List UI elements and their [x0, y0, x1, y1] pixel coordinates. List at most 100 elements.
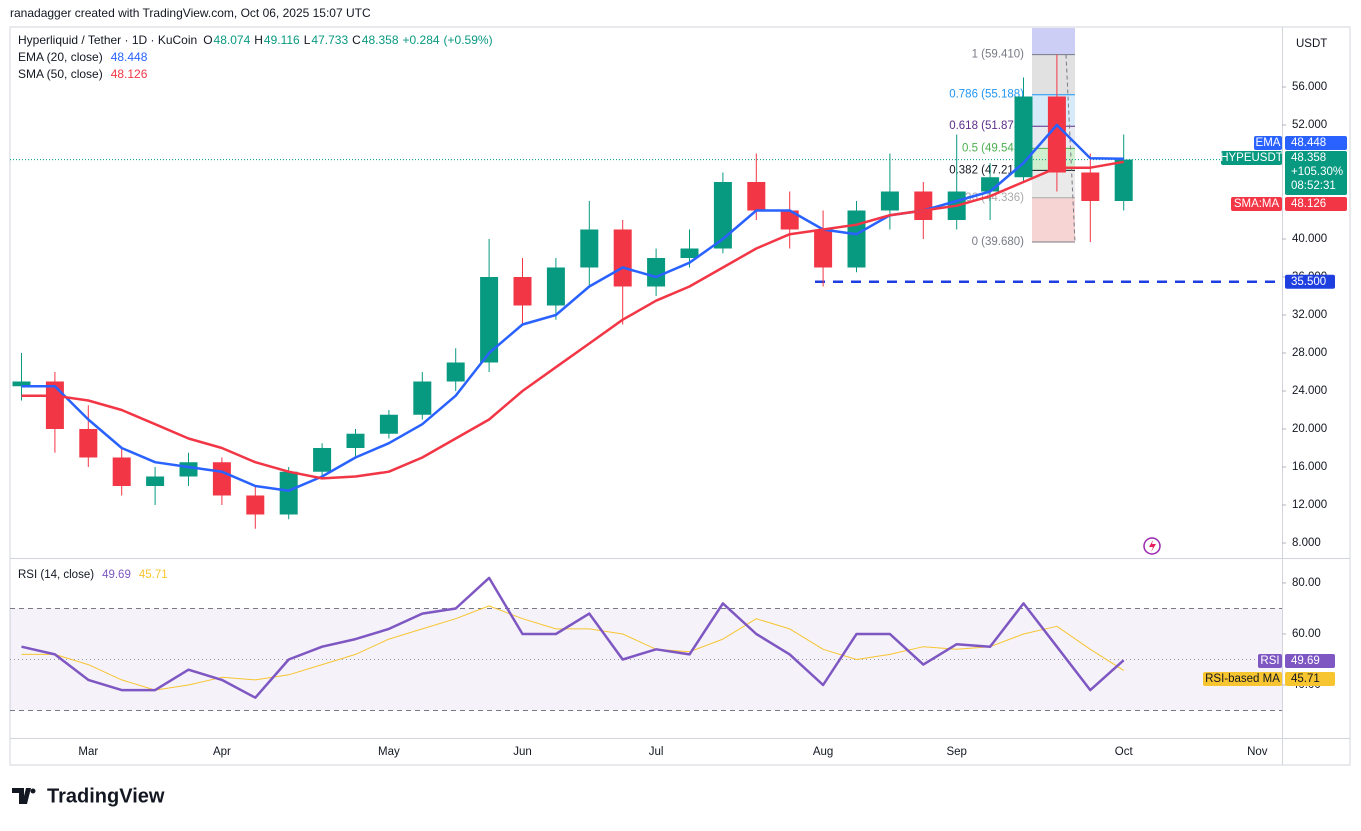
candle-body	[146, 476, 165, 486]
candle-body	[847, 210, 866, 268]
change: +0.284	[403, 33, 440, 47]
candle-body	[45, 381, 64, 429]
candle-body	[880, 191, 899, 211]
y-tick-label: 16.000	[1292, 461, 1327, 473]
candle-body	[713, 181, 732, 249]
y-tick-label: 12.000	[1292, 499, 1327, 511]
support-text: 35.500	[1291, 276, 1326, 288]
candle-body	[79, 428, 98, 458]
symbol: Hyperliquid / Tether · 1D · KuCoin	[18, 33, 197, 47]
x-tick-label: Oct	[1115, 746, 1134, 758]
change-pct: (+0.59%)	[444, 33, 493, 47]
rsi-line	[21, 605, 1124, 691]
candle-body	[446, 362, 465, 382]
y-tick-label: 40.000	[1292, 233, 1327, 245]
rsi-ma-value: 45.71	[1291, 673, 1320, 685]
sma-name-box	[1231, 197, 1282, 211]
y-tick-label: 28.000	[1292, 347, 1327, 359]
last-value-text: 08:52:31	[1291, 180, 1336, 192]
candle-body	[513, 276, 532, 306]
alert-bolt	[1149, 540, 1156, 552]
y-tick-label: 52.000	[1292, 119, 1327, 131]
sma-value-box	[1285, 197, 1347, 211]
rsi-name-box	[1258, 654, 1282, 668]
candle-body	[12, 381, 31, 387]
last-value-text: +105.30%	[1291, 166, 1343, 178]
x-tick-label: Aug	[813, 746, 833, 758]
candle-body	[480, 276, 499, 363]
candle-body	[981, 177, 1000, 192]
candle-body	[647, 257, 666, 287]
ema-name-text: EMA	[1256, 137, 1281, 149]
y-tick-label: 80.00	[1292, 577, 1321, 589]
ohlc-value: 47.733	[311, 33, 348, 47]
last-name-text: HYPEUSDT	[1220, 152, 1283, 164]
ema-value-text: 48.448	[1291, 137, 1326, 149]
rsi-title: RSI (14, close)	[18, 569, 94, 581]
x-tick-label: Sep	[946, 746, 966, 758]
fib-label: 0 (39.680)	[972, 236, 1025, 248]
ma-line	[21, 160, 1124, 480]
support-box	[1285, 274, 1335, 289]
y-tick-label: 32.000	[1292, 309, 1327, 321]
indicator-value: 48.448	[111, 50, 148, 64]
candle-body	[613, 229, 632, 287]
rsi-value: 45.71	[139, 569, 168, 581]
candle-body	[313, 447, 332, 472]
candle-body	[1081, 172, 1100, 201]
alert-icon[interactable]	[1143, 537, 1161, 555]
x-tick-label: Jul	[649, 746, 664, 758]
y-tick-label: 60.00	[1292, 628, 1321, 640]
ohlc-key: H	[254, 33, 263, 47]
candle-body	[780, 210, 799, 230]
logo: TradingView	[12, 785, 165, 807]
fib-label: 0.786 (55.188)	[949, 89, 1024, 101]
ema-name-box	[1254, 136, 1282, 150]
ma-line	[21, 123, 1124, 492]
rsi-name-text: RSI	[1260, 655, 1279, 667]
logo-mark	[12, 788, 31, 804]
logo-dot	[30, 788, 36, 794]
candle-body	[580, 229, 599, 268]
x-tick-label: Nov	[1247, 746, 1268, 758]
sma-name-text: SMA:MA	[1234, 198, 1280, 210]
last-name-box	[1221, 151, 1282, 165]
y-tick-label: 20.000	[1292, 423, 1327, 435]
x-tick-label: Apr	[213, 746, 231, 758]
ohlc-key: C	[352, 33, 361, 47]
ohlc-value: 48.358	[362, 33, 399, 47]
rsi-value-text: 49.69	[1291, 655, 1320, 667]
currency: USDT	[1296, 38, 1327, 50]
y-tick-label: 8.000	[1292, 537, 1321, 549]
last-value-box	[1285, 151, 1347, 195]
ema-value-box	[1285, 136, 1347, 150]
candle-body	[1047, 96, 1066, 173]
x-tick-label: Jun	[513, 746, 532, 758]
indicator-name: SMA (50, close)	[18, 67, 103, 81]
sma-value-text: 48.126	[1291, 198, 1326, 210]
fib-label: 0.382 (47.217)	[949, 164, 1024, 176]
rsi-value: 49.69	[102, 569, 131, 581]
ohlc-value: 49.116	[264, 33, 300, 47]
candle-body	[212, 462, 231, 496]
rsi-value-box	[1285, 654, 1335, 668]
ohlc-value: 48.074	[214, 33, 251, 47]
fib-trend	[1065, 54, 1076, 243]
x-tick-label: Mar	[78, 746, 98, 758]
fib-extension-zone	[1032, 28, 1075, 55]
rsi-line	[21, 576, 1125, 699]
candle-body	[747, 181, 766, 211]
candle-body	[279, 471, 298, 515]
fib-zone	[1032, 197, 1075, 243]
ohlc-key: O	[203, 33, 212, 47]
y-tick-label: 24.000	[1292, 385, 1327, 397]
rsi-ma-name-box	[1203, 672, 1282, 686]
candle-body	[814, 229, 833, 268]
candle-body	[179, 462, 198, 477]
last-value-text: 48.358	[1291, 152, 1326, 164]
attribution: ranadagger created with TradingView.com,…	[10, 6, 371, 20]
logo-text: TradingView	[47, 785, 165, 807]
ohlc-key: L	[304, 33, 311, 47]
candle-body	[914, 191, 933, 220]
